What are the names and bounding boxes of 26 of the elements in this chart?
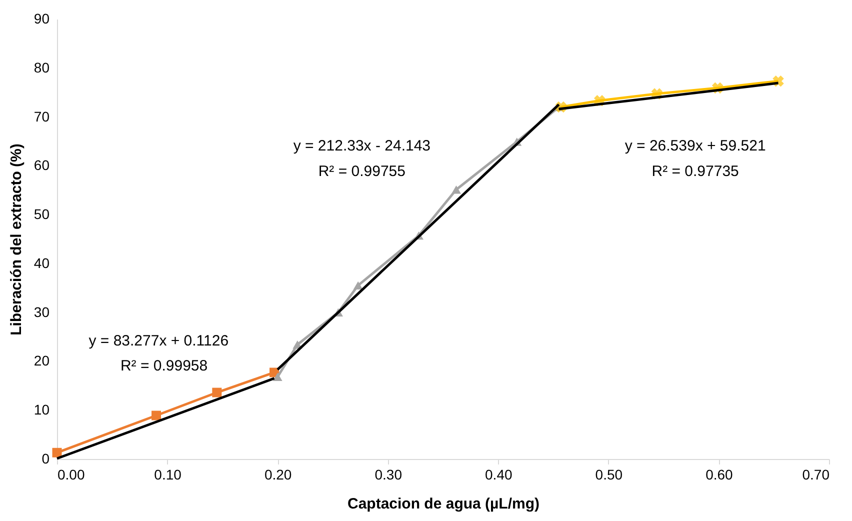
y-tick-label: 90 (34, 10, 50, 26)
y-tick-label: 60 (34, 157, 50, 174)
annotation: y = 212.33x - 24.143 (293, 138, 431, 155)
x-tick-label: 0.70 (802, 466, 830, 482)
y-tick-label: 30 (34, 304, 50, 320)
x-axis-title: Captacion de agua (µL/mg) (348, 496, 540, 512)
y-axis-title: Liberación del extracto (%) (8, 144, 25, 336)
y-tick-label: 20 (34, 352, 50, 369)
y-tick-label: 80 (34, 59, 50, 76)
x-tick-label: 0.30 (374, 466, 402, 482)
annotation: y = 26.539x + 59.521 (624, 138, 766, 155)
y-tick-label: 0 (42, 450, 50, 466)
annotation: R² = 0.99958 (120, 357, 208, 374)
x-tick-label: 0.60 (706, 466, 734, 482)
annotation: y = 83.277x + 0.1126 (88, 332, 229, 350)
x-tick-label: 0.20 (264, 466, 292, 482)
x-tick-label: 0.50 (595, 466, 623, 482)
x-tick-label: 0.40 (485, 466, 512, 482)
y-tick-label: 10 (34, 402, 50, 418)
x-tick-label: 0.10 (154, 466, 182, 482)
annotation: R² = 0.97735 (652, 162, 739, 180)
annotation: R² = 0.99755 (318, 162, 406, 180)
y-tick-label: 50 (34, 206, 50, 222)
y-tick-label: 70 (34, 108, 50, 124)
x-tick-label: 0.00 (58, 466, 85, 482)
y-tick-label: 40 (34, 254, 50, 271)
